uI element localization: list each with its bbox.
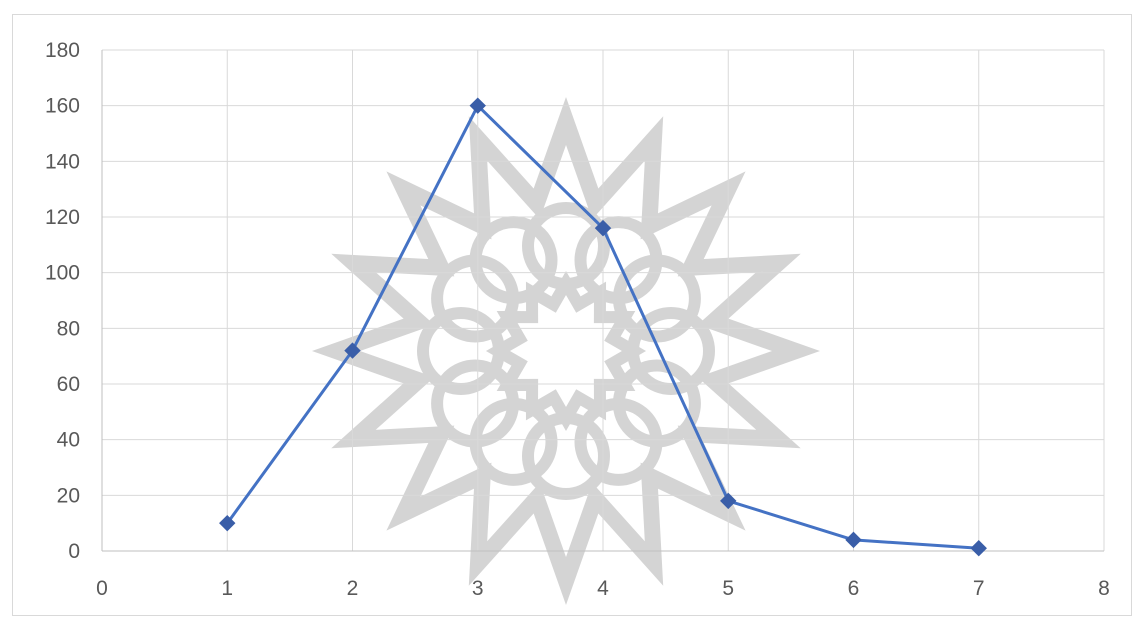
x-tick-label: 7: [973, 577, 985, 600]
axes: [101, 50, 1104, 552]
data-point-marker: [344, 342, 361, 359]
data-point-marker: [594, 219, 612, 237]
x-tick-label: 2: [347, 577, 359, 600]
watermark-ring: [469, 216, 558, 305]
line-chart: 0 20 40 60 80 100 120 140 160 180 0 1 2 3 4 5 6 7 8: [45, 39, 1110, 606]
data-point-marker: [469, 97, 486, 114]
x-tick-labels: 0 1 2 3 4 5 6 7 8: [96, 577, 1110, 600]
chart-frame: 0 20 40 60 80 100 120 140 160 180 0 1 2 3 4 5 6 7 8: [12, 14, 1132, 616]
data-point-marker: [720, 492, 737, 510]
x-tick-label: 8: [1098, 577, 1110, 600]
watermark-ring: [612, 254, 701, 343]
y-tick-label: 160: [45, 95, 80, 118]
watermark-ring: [574, 397, 663, 486]
watermark-rosette-icon: [311, 96, 821, 606]
data-point-marker: [845, 531, 862, 549]
y-tick-label: 80: [57, 317, 80, 340]
y-tick-labels: 0 20 40 60 80 100 120 140 160 180: [45, 39, 80, 563]
x-tick-label: 4: [597, 577, 609, 600]
x-tick-label: 3: [472, 577, 484, 600]
y-tick-label: 180: [45, 39, 80, 62]
y-tick-label: 100: [45, 262, 80, 285]
y-tick-label: 40: [57, 429, 80, 452]
y-tick-label: 0: [68, 540, 80, 563]
series-group: [219, 97, 987, 557]
watermark-star-outline: [311, 96, 821, 606]
y-tick-label: 20: [57, 484, 80, 507]
y-tick-label: 60: [57, 373, 80, 396]
data-point-marker: [219, 514, 236, 532]
watermark-ring: [431, 359, 520, 448]
gridlines: [101, 49, 1105, 552]
y-tick-label: 140: [45, 150, 80, 173]
x-tick-label: 0: [96, 577, 108, 600]
x-tick-label: 5: [722, 577, 734, 600]
data-point-marker: [970, 540, 987, 557]
x-tick-label: 6: [848, 577, 860, 600]
watermark-inner-star: [485, 270, 647, 432]
y-tick-label: 120: [45, 206, 80, 229]
x-tick-label: 1: [221, 577, 233, 600]
